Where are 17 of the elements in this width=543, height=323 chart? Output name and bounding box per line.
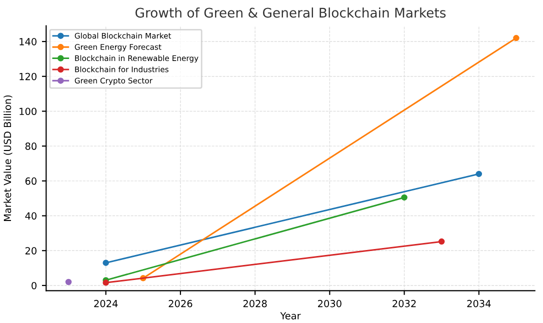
x-tick-label: 2028 [243,300,267,308]
x-axis-title: Year [280,312,301,320]
x-tick-label: 2032 [392,300,416,308]
y-tick-label: 0 [32,282,36,290]
x-tick-label: 2034 [467,300,491,308]
chart-title: Growth of Green & General Blockchain Markets [135,7,446,18]
y-tick-label: 120 [20,72,36,80]
x-tick-label: 2030 [318,300,342,308]
y-tick-label: 140 [20,38,36,46]
y-tick-label: 60 [25,177,36,185]
y-tick-label: 40 [25,212,36,220]
x-tick-label: 2024 [94,300,118,308]
y-axis-title: Market Value (USD Billion) [4,95,12,221]
y-tick-label: 100 [20,108,36,116]
y-tick-label: 20 [25,247,36,254]
y-tick-label: 80 [25,142,36,150]
x-tick-label: 2026 [168,300,192,308]
